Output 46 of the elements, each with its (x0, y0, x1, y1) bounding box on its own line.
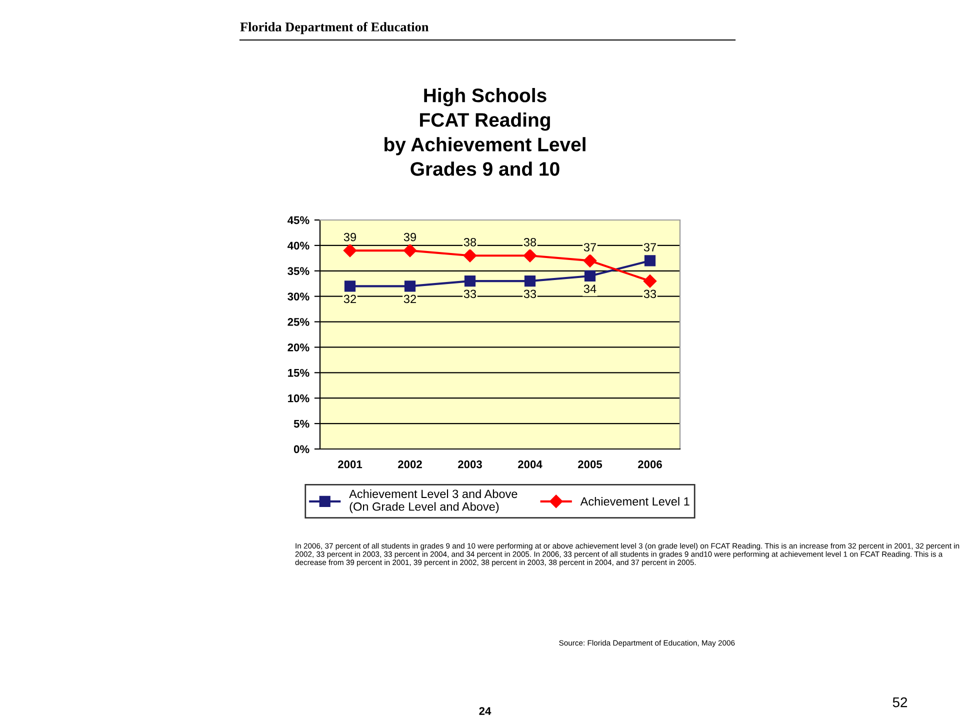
y-tick-label: 25% (288, 318, 310, 326)
point (344, 280, 356, 292)
x-tick-label: 2003 (458, 460, 482, 468)
y-tick-label: 10% (288, 394, 310, 402)
x-tick-label: 2002 (398, 460, 422, 468)
data-label: 32 (404, 294, 416, 304)
text: 52 (892, 697, 908, 708)
data-label: 33 (524, 290, 536, 298)
point (523, 249, 537, 262)
point (524, 276, 536, 287)
point (403, 244, 417, 258)
point (343, 244, 357, 258)
text: Florida Department of Education (240, 22, 429, 34)
data-label: 33 (644, 290, 656, 298)
data-label: 37 (644, 243, 656, 252)
data-label: 38 (524, 238, 536, 246)
data-label: 39 (404, 232, 416, 242)
point (583, 254, 597, 268)
data-label: 37 (584, 243, 596, 252)
y-tick-label: 40% (288, 242, 310, 250)
data-label: 33 (464, 290, 476, 298)
point (644, 255, 656, 266)
x-tick-label: 2006 (638, 460, 662, 468)
point (584, 270, 596, 282)
point (464, 276, 476, 287)
x-tick-label: 2005 (578, 460, 602, 468)
data-label: 39 (344, 232, 356, 242)
point (463, 249, 477, 262)
y-tick-label: 15% (288, 368, 310, 377)
y-tick-label: 35% (288, 267, 310, 276)
x-tick-label: 2001 (338, 460, 362, 468)
point (404, 280, 416, 292)
data-label: 32 (344, 294, 356, 304)
data-label: 34 (584, 284, 596, 293)
y-tick-label: 0% (294, 445, 310, 454)
data-label: 38 (464, 238, 476, 246)
point (643, 274, 657, 288)
x-tick-label: 2004 (518, 460, 542, 468)
y-tick-label: 20% (288, 343, 310, 352)
chart-title: High Schools FCAT Reading by Achievement Level Grades 9 and 10 (384, 88, 586, 176)
text: 24 (479, 707, 492, 715)
y-tick-label: 5% (294, 420, 310, 428)
y-tick-label: 30% (288, 292, 310, 300)
y-tick-label: 45% (288, 216, 310, 224)
legend-label: Achievement Level 1 (580, 496, 690, 506)
legend-label: Achievement Level 3 and Above (On Grade Level and Above) (349, 489, 518, 514)
